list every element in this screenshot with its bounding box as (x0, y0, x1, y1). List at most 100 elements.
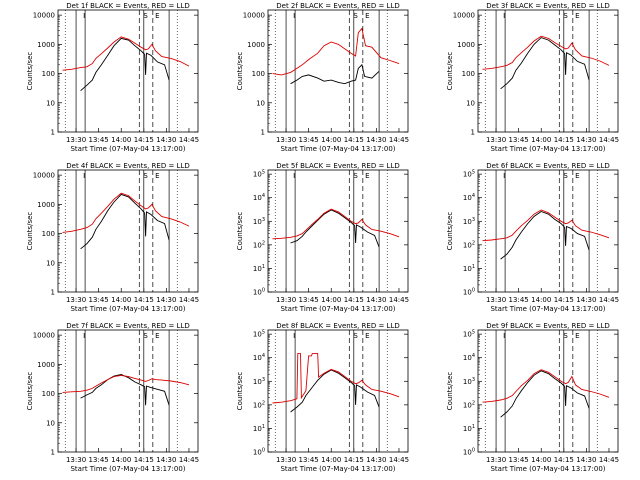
y-tick-label: 10 (256, 99, 265, 107)
marker-label: S (353, 172, 358, 180)
y-tick-label: 1000 (37, 41, 55, 49)
x-tick-label: 14:30 (366, 296, 386, 304)
chart-title: Det 9f BLACK = Events, RED = LLD (486, 322, 609, 330)
x-tick-label: 13:45 (299, 136, 319, 144)
marker-label: S (563, 172, 568, 180)
x-tick-label: 13:45 (89, 456, 109, 464)
x-axis-label: Start Time (07-May-04 13:17:00) (490, 305, 605, 313)
chart-title: Det 4f BLACK = Events, RED = LLD (66, 162, 189, 170)
marker-label: E (155, 172, 159, 180)
marker-label: S (143, 12, 148, 20)
x-tick-label: 14:00 (321, 136, 341, 144)
chart-panel-9: Det 9f BLACK = Events, RED = LLD I S E 100 10… (446, 322, 619, 473)
chart-panel-2: Det 2f BLACK = Events, RED = LLD I S E 1 10 10… (236, 2, 409, 153)
marker-label: I (293, 332, 295, 340)
y-tick-label: 10 (46, 259, 55, 267)
y-tick-label: 104 (463, 353, 475, 362)
marker-label: S (353, 332, 358, 340)
marker-label: I (503, 332, 505, 340)
y-tick-label: 105 (253, 330, 265, 339)
x-axis-label: Start Time (07-May-04 13:17:00) (490, 145, 605, 153)
x-tick-label: 14:00 (531, 296, 551, 304)
x-tick-label: 14:45 (599, 136, 619, 144)
y-tick-label: 1 (261, 129, 265, 137)
plot-frame (477, 329, 619, 453)
y-tick-label: 101 (253, 424, 265, 433)
x-axis-label: Start Time (07-May-04 13:17:00) (70, 145, 185, 153)
x-tick-label: 14:30 (576, 296, 596, 304)
y-tick-label: 1000 (37, 361, 55, 369)
series-line-events (500, 210, 590, 260)
x-tick-label: 14:00 (111, 296, 131, 304)
marker-label: E (575, 172, 579, 180)
y-tick-label: 104 (463, 193, 475, 202)
y-axis-label: Counts/sec (446, 372, 454, 411)
y-tick-label: 102 (253, 240, 265, 249)
x-tick-label: 14:15 (134, 296, 154, 304)
plot-frame (267, 169, 409, 293)
x-axis-label: Start Time (07-May-04 13:17:00) (280, 465, 395, 473)
x-tick-label: 14:00 (111, 136, 131, 144)
marker-label: S (143, 172, 148, 180)
x-tick-label: 14:15 (344, 136, 364, 144)
y-tick-label: 1 (51, 289, 55, 297)
x-tick-label: 14:45 (599, 456, 619, 464)
series-line-lld (272, 208, 400, 240)
y-tick-label: 102 (253, 400, 265, 409)
x-tick-label: 13:30 (66, 136, 86, 144)
chart-panel-7: Det 7f BLACK = Events, RED = LLD I S E 1 10 10… (26, 322, 199, 473)
y-tick-label: 101 (463, 424, 475, 433)
chart-title: Det 7f BLACK = Events, RED = LLD (66, 322, 189, 330)
x-tick-label: 13:45 (509, 136, 529, 144)
plot-frame (267, 329, 409, 453)
series-line-events (290, 209, 380, 248)
marker-label: E (155, 12, 159, 20)
x-axis-label: Start Time (07-May-04 13:17:00) (70, 465, 185, 473)
chart-title: Det 6f BLACK = Events, RED = LLD (486, 162, 609, 170)
marker-label: E (575, 12, 579, 20)
chart-panel-6: Det 6f BLACK = Events, RED = LLD I S E 100 10… (446, 162, 619, 313)
series-line-events (500, 37, 590, 90)
y-axis-label: Counts/sec (26, 52, 34, 91)
y-tick-label: 101 (463, 264, 475, 273)
marker-label: E (575, 332, 579, 340)
marker-label: S (563, 332, 568, 340)
y-tick-label: 100 (463, 288, 475, 297)
y-tick-label: 102 (463, 400, 475, 409)
series-line-events (290, 369, 380, 413)
y-tick-label: 100 (463, 448, 475, 457)
series-line-events (500, 370, 590, 418)
y-tick-label: 100 (42, 390, 55, 398)
x-tick-label: 13:30 (276, 136, 296, 144)
y-tick-label: 105 (253, 170, 265, 179)
chart-title: Det 1f BLACK = Events, RED = LLD (66, 2, 189, 10)
x-tick-label: 14:30 (366, 456, 386, 464)
series-line-lld (62, 374, 190, 393)
marker-label: I (503, 172, 505, 180)
marker-label: I (503, 12, 505, 20)
x-tick-label: 14:30 (576, 456, 596, 464)
y-tick-label: 104 (253, 193, 265, 202)
plot-frame (267, 9, 409, 133)
y-tick-label: 1 (51, 449, 55, 457)
x-tick-label: 13:30 (486, 136, 506, 144)
marker-label: S (143, 332, 148, 340)
y-tick-label: 1 (471, 129, 475, 137)
chart-title: Det 5f BLACK = Events, RED = LLD (276, 162, 399, 170)
x-tick-label: 14:45 (389, 136, 409, 144)
chart-panel-8: Det 8f BLACK = Events, RED = LLD I S E 100 10… (236, 322, 409, 473)
marker-label: S (353, 12, 358, 20)
y-axis-label: Counts/sec (446, 52, 454, 91)
series-line-lld (482, 209, 610, 242)
x-tick-label: 14:45 (179, 136, 199, 144)
y-tick-label: 103 (253, 217, 265, 226)
plot-frame (477, 9, 619, 133)
y-tick-label: 10000 (453, 12, 475, 20)
x-tick-label: 14:15 (554, 136, 574, 144)
series-line-events (80, 37, 170, 92)
x-tick-label: 14:45 (179, 296, 199, 304)
y-axis-label: Counts/sec (26, 212, 34, 251)
series-line-events (80, 193, 170, 250)
x-tick-label: 14:45 (389, 296, 409, 304)
